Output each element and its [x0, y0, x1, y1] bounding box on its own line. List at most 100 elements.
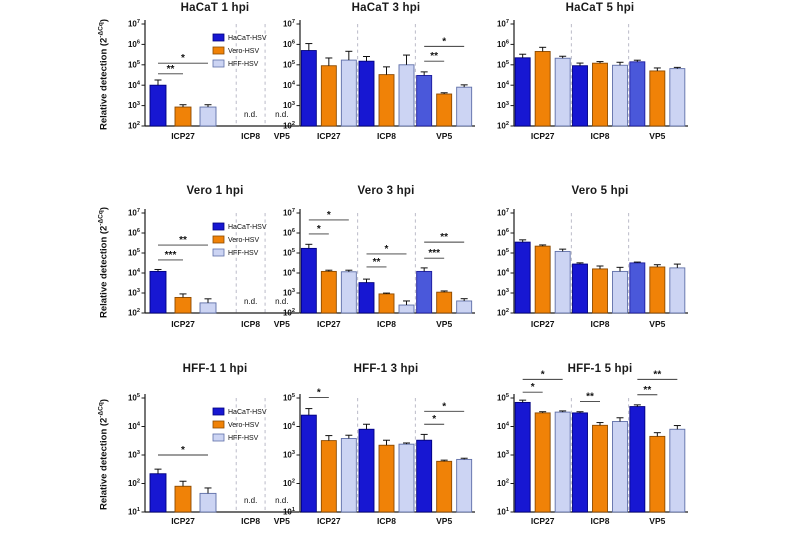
svg-text:VP5: VP5 [274, 131, 290, 141]
svg-text:VP5: VP5 [274, 319, 290, 329]
svg-text:**: ** [586, 392, 594, 403]
svg-text:104: 104 [128, 268, 141, 277]
svg-text:n.d.: n.d. [275, 496, 288, 505]
svg-text:102: 102 [283, 308, 295, 317]
svg-text:**: ** [167, 64, 175, 75]
svg-text:HaCaT-HSV: HaCaT-HSV [228, 35, 267, 42]
svg-text:104: 104 [283, 268, 296, 277]
svg-text:105: 105 [497, 248, 509, 257]
chart-hacat-1hpi: 102 103 104 105 106 107 ICP27 ICP8 n.d. VP5 n.d. **… [60, 0, 310, 172]
bar-chart-canvas: 101 102 103 104 105 ICP27 ICP8 VP5 * * * [283, 387, 475, 526]
chart-hff-1hpi: 101 102 103 104 105 ICP27 ICP8 n.d. VP5 n.d. * HaCa… [60, 358, 310, 530]
svg-text:101: 101 [283, 507, 295, 516]
svg-text:ICP27: ICP27 [317, 131, 341, 141]
svg-text:*: * [317, 224, 321, 235]
svg-text:n.d.: n.d. [275, 110, 288, 119]
svg-text:HaCaT-HSV: HaCaT-HSV [228, 409, 267, 416]
svg-text:102: 102 [283, 121, 295, 130]
svg-text:*: * [327, 210, 331, 221]
svg-text:103: 103 [497, 101, 509, 110]
svg-text:104: 104 [497, 80, 510, 89]
svg-text:105: 105 [283, 248, 295, 257]
svg-text:*: * [541, 369, 545, 380]
svg-text:*: * [432, 414, 436, 425]
svg-text:Vero-HSV: Vero-HSV [228, 48, 259, 55]
chart-title-hff-3hpi: HFF-1 3 hpi [353, 363, 419, 375]
chart-title-vero-1hpi: Vero 1 hpi [186, 185, 244, 197]
svg-text:106: 106 [283, 40, 295, 49]
svg-text:ICP27: ICP27 [171, 516, 195, 526]
svg-text:*: * [181, 53, 185, 64]
svg-text:ICP27: ICP27 [317, 319, 341, 329]
svg-text:**: ** [373, 257, 381, 268]
chart-title-vero-3hpi: Vero 3 hpi [357, 185, 415, 197]
svg-text:102: 102 [497, 308, 509, 317]
svg-text:103: 103 [497, 450, 509, 459]
svg-text:104: 104 [283, 422, 296, 431]
svg-text:ICP27: ICP27 [171, 131, 195, 141]
svg-text:103: 103 [283, 101, 295, 110]
svg-text:107: 107 [283, 19, 295, 28]
svg-text:107: 107 [497, 19, 509, 28]
svg-text:ICP8: ICP8 [377, 516, 396, 526]
svg-text:*: * [442, 36, 446, 47]
svg-text:103: 103 [128, 288, 140, 297]
bar-chart-canvas: 102 103 104 105 106 107 ICP27 ICP8 VP5 [497, 208, 688, 329]
svg-text:102: 102 [128, 479, 140, 488]
svg-text:ICP27: ICP27 [531, 131, 555, 141]
svg-text:ICP8: ICP8 [241, 516, 260, 526]
chart-vero-5hpi: 102 103 104 105 106 107 ICP27 ICP8 VP5 [482, 180, 712, 352]
svg-text:VP5: VP5 [649, 131, 665, 141]
chart-hff-5hpi: 101 102 103 104 105 ICP27 ICP8 VP5 * * ** ** ** [482, 358, 712, 530]
svg-text:ICP8: ICP8 [241, 319, 260, 329]
svg-text:Vero-HSV: Vero-HSV [228, 422, 259, 429]
svg-text:VP5: VP5 [649, 516, 665, 526]
svg-text:VP5: VP5 [274, 516, 290, 526]
svg-text:104: 104 [497, 268, 510, 277]
svg-text:105: 105 [128, 60, 140, 69]
svg-text:107: 107 [497, 208, 509, 217]
chart-hff-3hpi: 101 102 103 104 105 ICP27 ICP8 VP5 * * * [270, 358, 500, 530]
svg-text:HaCaT-HSV: HaCaT-HSV [228, 224, 267, 231]
svg-text:n.d.: n.d. [275, 297, 288, 306]
svg-text:ICP27: ICP27 [531, 516, 555, 526]
svg-text:ICP27: ICP27 [317, 516, 341, 526]
chart-title-hacat-5hpi: HaCaT 5 hpi [565, 2, 635, 14]
svg-text:103: 103 [283, 450, 295, 459]
svg-text:Vero-HSV: Vero-HSV [228, 237, 259, 244]
svg-text:***: *** [165, 250, 177, 261]
svg-text:VP5: VP5 [436, 319, 452, 329]
svg-text:103: 103 [283, 288, 295, 297]
svg-text:106: 106 [128, 40, 140, 49]
svg-text:HFF-HSV: HFF-HSV [228, 435, 259, 442]
svg-text:106: 106 [497, 40, 509, 49]
svg-text:107: 107 [128, 208, 140, 217]
svg-text:ICP8: ICP8 [591, 131, 610, 141]
svg-text:ICP27: ICP27 [171, 319, 195, 329]
chart-vero-1hpi: 102 103 104 105 106 107 ICP27 ICP8 n.d. VP5 n.d. **… [60, 180, 310, 352]
svg-text:**: ** [643, 385, 651, 396]
svg-text:103: 103 [497, 288, 509, 297]
svg-text:ICP8: ICP8 [241, 131, 260, 141]
svg-text:*: * [531, 382, 535, 393]
svg-text:102: 102 [128, 308, 140, 317]
svg-text:ICP8: ICP8 [591, 319, 610, 329]
svg-text:104: 104 [497, 422, 510, 431]
svg-text:HFF-HSV: HFF-HSV [228, 61, 259, 68]
svg-text:106: 106 [283, 228, 295, 237]
svg-text:**: ** [440, 232, 448, 243]
svg-text:**: ** [653, 369, 661, 380]
chart-title-hff-5hpi: HFF-1 5 hpi [567, 363, 633, 375]
svg-text:ICP27: ICP27 [531, 319, 555, 329]
svg-text:VP5: VP5 [436, 516, 452, 526]
svg-text:ICP8: ICP8 [377, 319, 396, 329]
svg-text:102: 102 [128, 121, 140, 130]
svg-text:105: 105 [283, 60, 295, 69]
chart-title-hacat-3hpi: HaCaT 3 hpi [351, 2, 421, 14]
svg-text:*: * [317, 387, 321, 398]
svg-text:**: ** [430, 51, 438, 62]
